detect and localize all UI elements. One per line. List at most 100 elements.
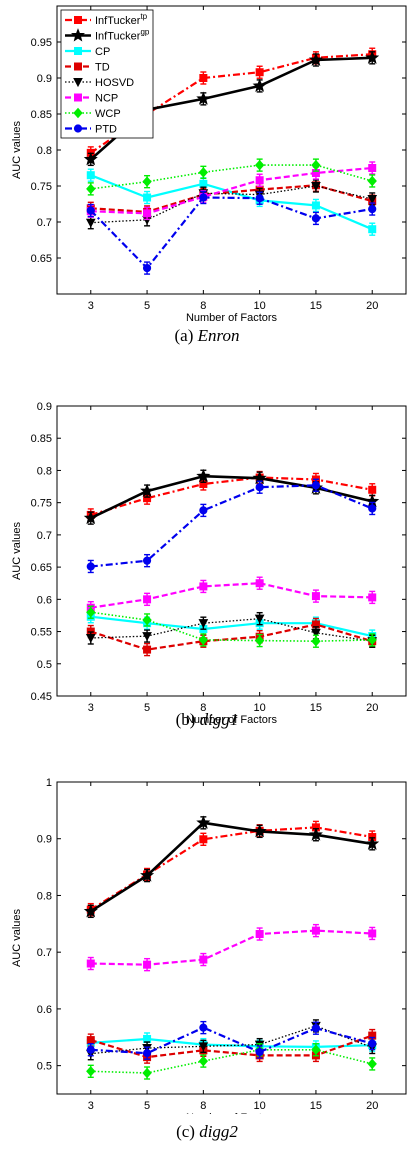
data-point [140,868,155,882]
legend-label: CP [95,46,110,58]
legend-marker [73,107,83,119]
series-line [90,611,373,642]
y-tick-label: 0.7 [37,530,52,542]
data-point [367,175,377,187]
series-line [90,53,373,154]
legend-item-hosvd: HOSVD [65,77,134,89]
legend-label: PTD [95,124,117,136]
data-point [86,1066,96,1077]
data-point [199,835,208,844]
data-point [252,78,267,92]
data-point [86,959,95,968]
legend-label: InfTuckergp [95,28,150,43]
data-point [142,632,152,642]
enron-auc-chart: 0.65 0.7 0.75 0.8 0.85 0.9 0.95 3 5 8 10 15 20 Number… [11,5,407,324]
data-point [368,504,377,513]
series-ncp [86,576,377,615]
caption-enron: (a) Enron [0,326,414,346]
data-point [199,193,208,202]
x-tick-label: 15 [310,702,322,714]
data-point [199,1023,208,1032]
data-point [367,194,378,205]
x-axis-label: Number of Factors [186,714,278,726]
y-tick-label: 0.65 [31,253,52,265]
data-point [86,1045,95,1054]
data-point [196,91,211,105]
x-tick-label: 10 [254,1100,266,1112]
legend-marker [74,16,82,24]
y-axis-label: AUC values [11,120,23,179]
data-point [368,225,377,234]
data-point [311,201,320,210]
y-tick-label: 0.95 [31,37,52,49]
x-tick-label: 20 [366,300,378,312]
x-tick-label: 20 [366,702,378,714]
y-tick-label: 0.75 [31,181,52,193]
caption-digg1: (b) digg1 [0,710,414,730]
data-point [311,592,320,601]
data-point [142,1067,152,1079]
data-point [367,634,377,646]
y-tick-label: 0.85 [31,109,52,121]
data-point [85,218,96,228]
y-tick-label: 0.5 [37,659,52,671]
data-point [311,1024,321,1033]
data-point [368,929,377,938]
data-point [368,204,377,214]
data-point [255,579,264,588]
legend-marker [74,62,82,71]
data-point [142,176,152,187]
data-point [142,556,152,565]
x-tick-label: 20 [366,1100,378,1112]
data-point [86,1036,95,1045]
data-point [83,903,98,918]
y-tick-label: 0.6 [37,594,52,606]
x-tick-label: 8 [200,702,206,714]
x-tick-label: 8 [200,300,206,312]
data-point [255,483,264,492]
digg1-auc-chart: 0.45 0.5 0.55 0.6 0.65 0.7 0.75 0.8 0.85 0.9 3 5 8 10… [11,401,407,726]
x-tick-label: 3 [88,702,94,714]
data-point [367,1058,377,1070]
data-point [143,595,152,604]
series-line [90,1025,373,1055]
data-point [365,50,380,64]
data-point [255,68,264,77]
data-point [365,836,380,850]
series-wcp [86,605,377,648]
y-tick-label: 0.55 [31,627,52,639]
data-point [142,263,152,273]
data-point [311,926,320,935]
series-line [90,615,373,638]
x-tick-label: 5 [144,702,150,714]
data-point [368,164,377,172]
data-point [311,1044,321,1056]
data-point [254,635,265,646]
series-line [90,484,373,568]
data-point [311,628,321,638]
caption-label: (b) [175,710,196,729]
y-axis-label: AUC values [11,908,23,967]
data-point [311,182,321,192]
data-point [199,955,208,964]
data-point [368,485,377,494]
series-wcp [86,158,377,196]
data-point [86,206,95,215]
x-axis-label: Number of Factors [186,1112,278,1114]
plot-area [56,781,407,1095]
data-point [255,930,264,939]
x-tick-label: 15 [310,1100,322,1112]
series-line [90,821,373,913]
data-point [86,606,96,618]
plot-area [56,405,407,697]
series-ptd [86,478,377,574]
y-tick-label: 0.8 [37,145,52,157]
series-line [90,185,373,224]
data-point [254,159,265,171]
data-point [142,614,152,626]
data-point [255,194,264,203]
data-point [86,562,95,571]
caption-label: (c) [176,1122,195,1141]
digg2-auc-chart: 0.5 0.6 0.7 0.8 0.9 1 3 5 8 10 15 20 Number of Facto… [11,777,407,1114]
